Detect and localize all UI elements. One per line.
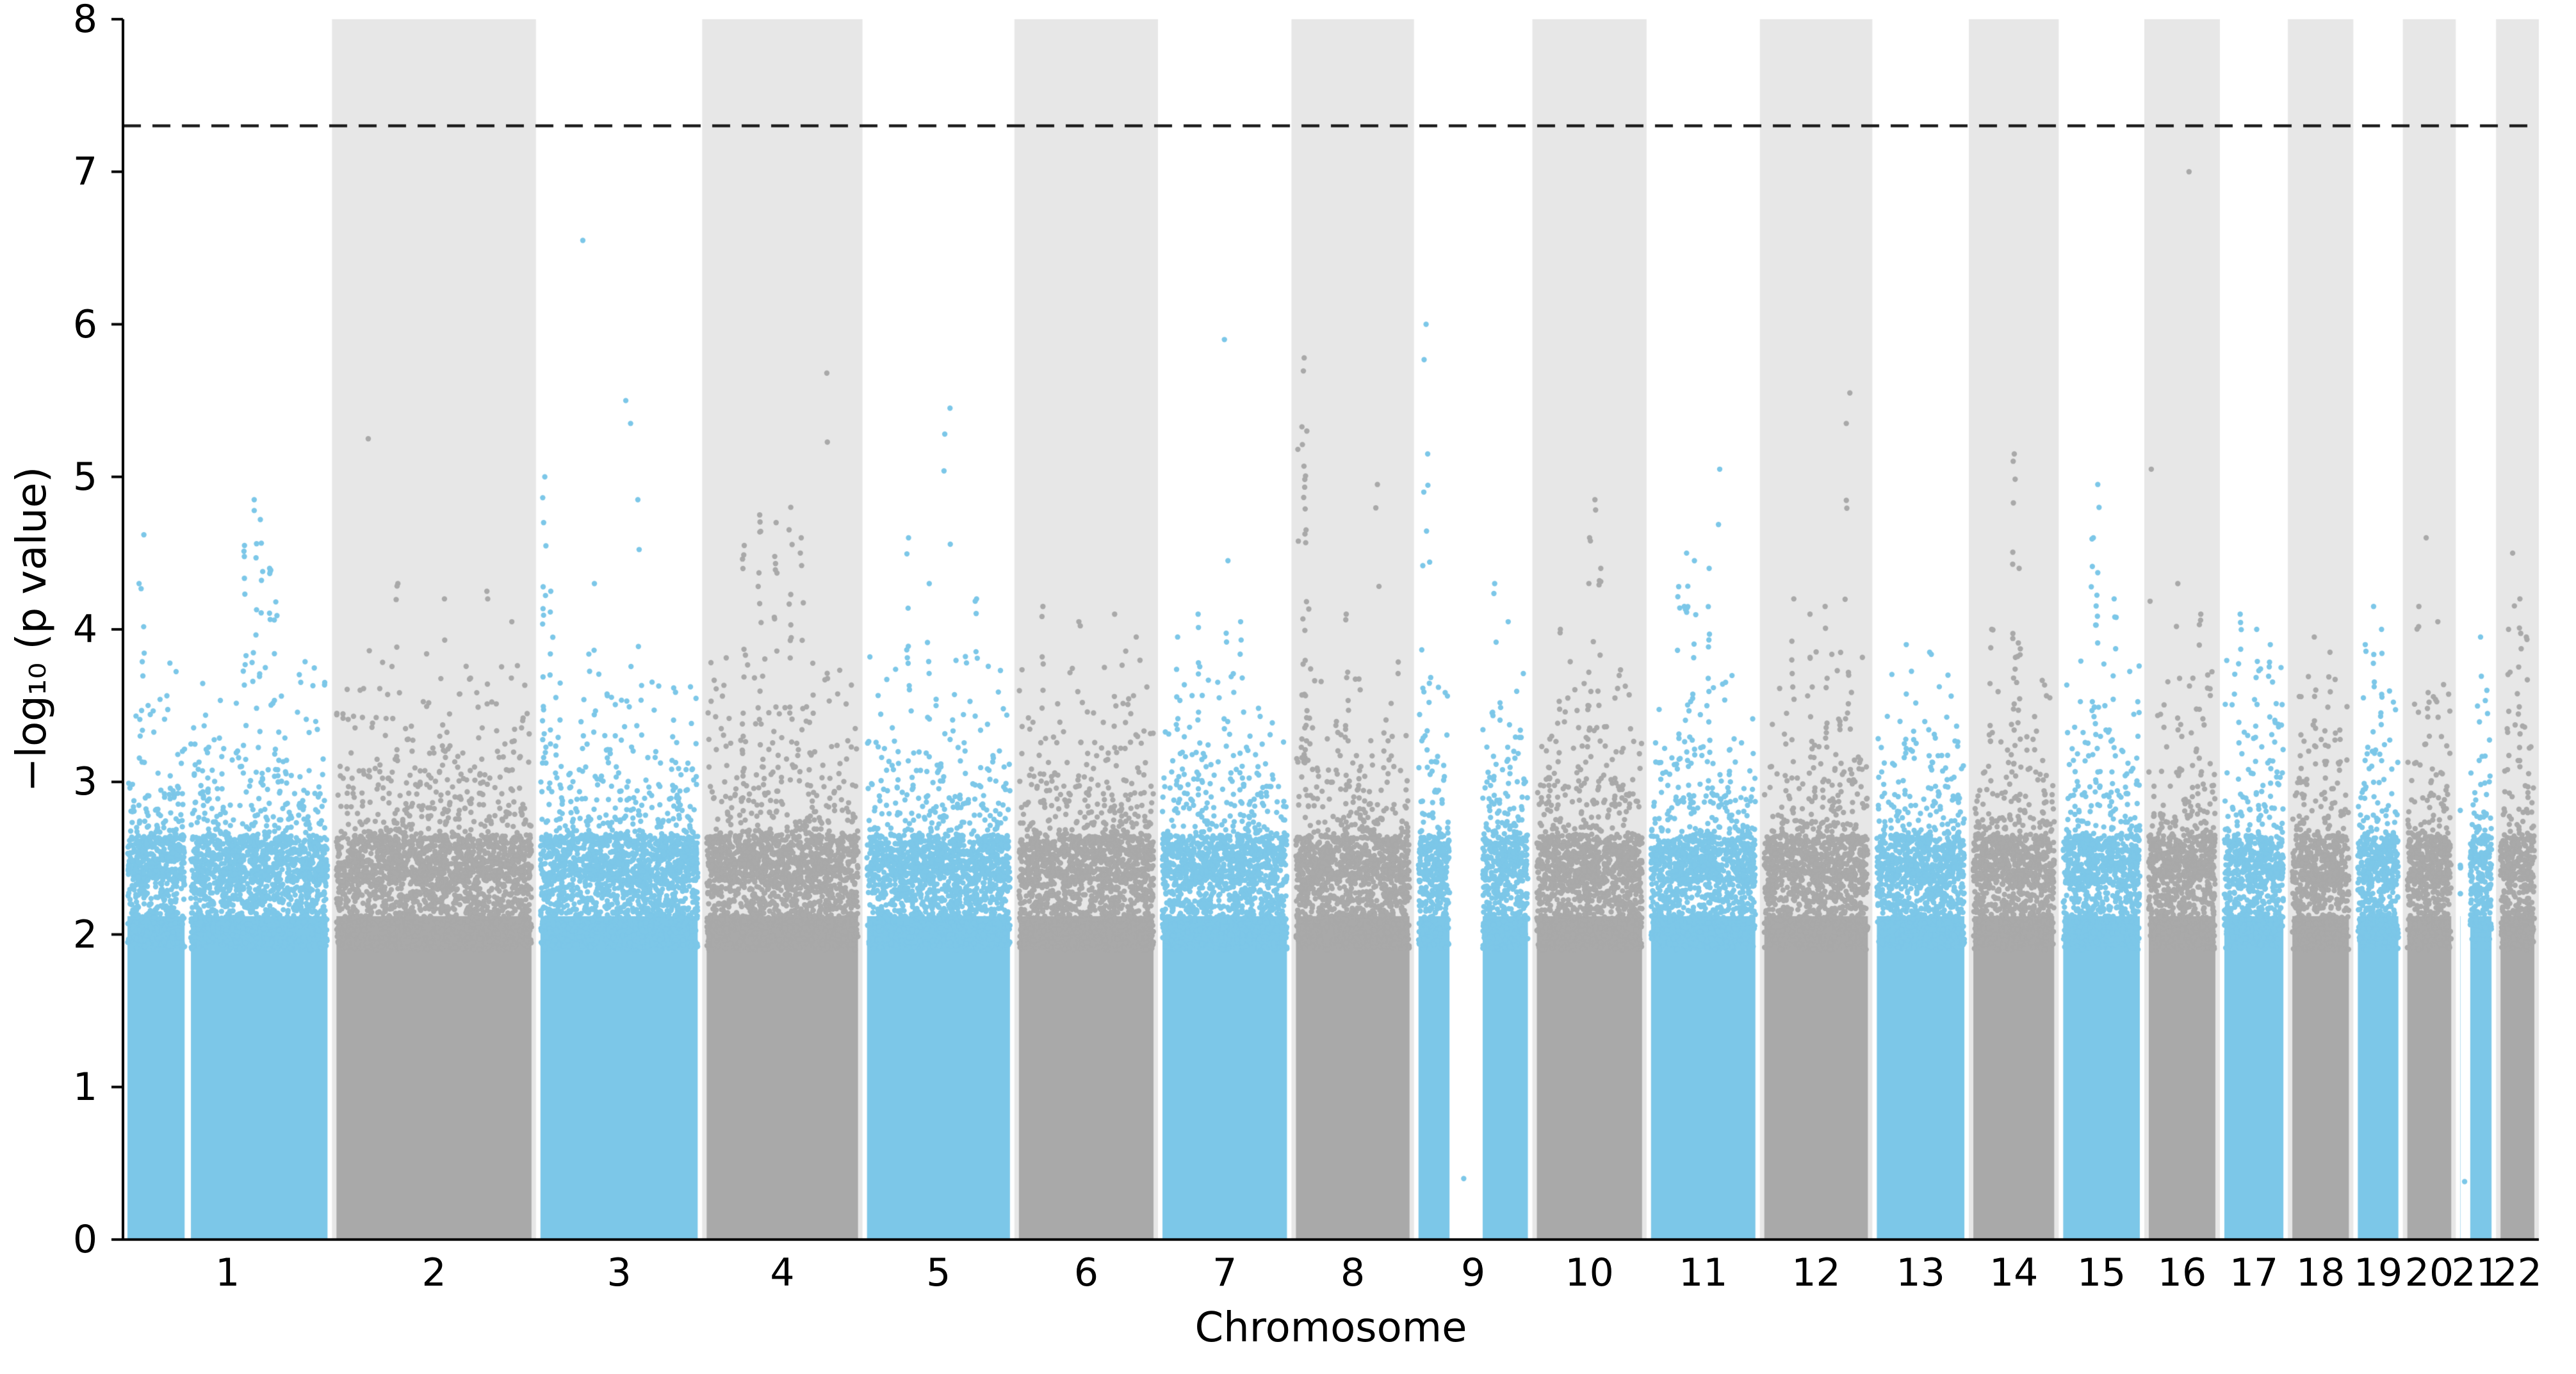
x-tick-label-9: 9	[1461, 1250, 1486, 1295]
y-tick-label-7: 7	[72, 149, 97, 195]
x-tick-label-7: 7	[1212, 1250, 1237, 1295]
x-tick-label-5: 5	[926, 1250, 951, 1295]
x-tick-label-19: 19	[2353, 1250, 2403, 1295]
x-tick-label-13: 13	[1896, 1250, 1945, 1295]
y-tick-label-8: 8	[72, 0, 97, 42]
x-tick-label-21: 21	[2451, 1250, 2500, 1295]
x-tick-label-3: 3	[607, 1250, 632, 1295]
x-tick-label-22: 22	[2493, 1250, 2542, 1295]
x-tick-label-15: 15	[2076, 1250, 2126, 1295]
x-tick-label-4: 4	[770, 1250, 795, 1295]
x-tick-label-16: 16	[2157, 1250, 2207, 1295]
y-tick-label-1: 1	[72, 1064, 97, 1110]
x-tick-label-14: 14	[1989, 1250, 2039, 1295]
x-tick-label-8: 8	[1340, 1250, 1365, 1295]
y-axis-title: −log₁₀ (p value)	[8, 466, 56, 793]
x-tick-label-20: 20	[2404, 1250, 2454, 1295]
y-tick-label-4: 4	[72, 607, 97, 652]
y-tick-label-3: 3	[72, 759, 97, 805]
x-tick-label-12: 12	[1791, 1250, 1841, 1295]
x-tick-label-17: 17	[2229, 1250, 2279, 1295]
y-tick-label-2: 2	[72, 912, 97, 957]
x-tick-label-6: 6	[1073, 1250, 1099, 1295]
x-tick-label-1: 1	[215, 1250, 240, 1295]
y-tick-label-0: 0	[72, 1217, 97, 1262]
x-axis-title: Chromosome	[1194, 1304, 1467, 1352]
y-tick-label-5: 5	[72, 454, 97, 499]
x-tick-label-11: 11	[1679, 1250, 1728, 1295]
x-tick-label-18: 18	[2296, 1250, 2345, 1295]
y-tick-label-6: 6	[72, 302, 97, 347]
x-tick-label-10: 10	[1565, 1250, 1614, 1295]
x-tick-label-2: 2	[421, 1250, 446, 1295]
